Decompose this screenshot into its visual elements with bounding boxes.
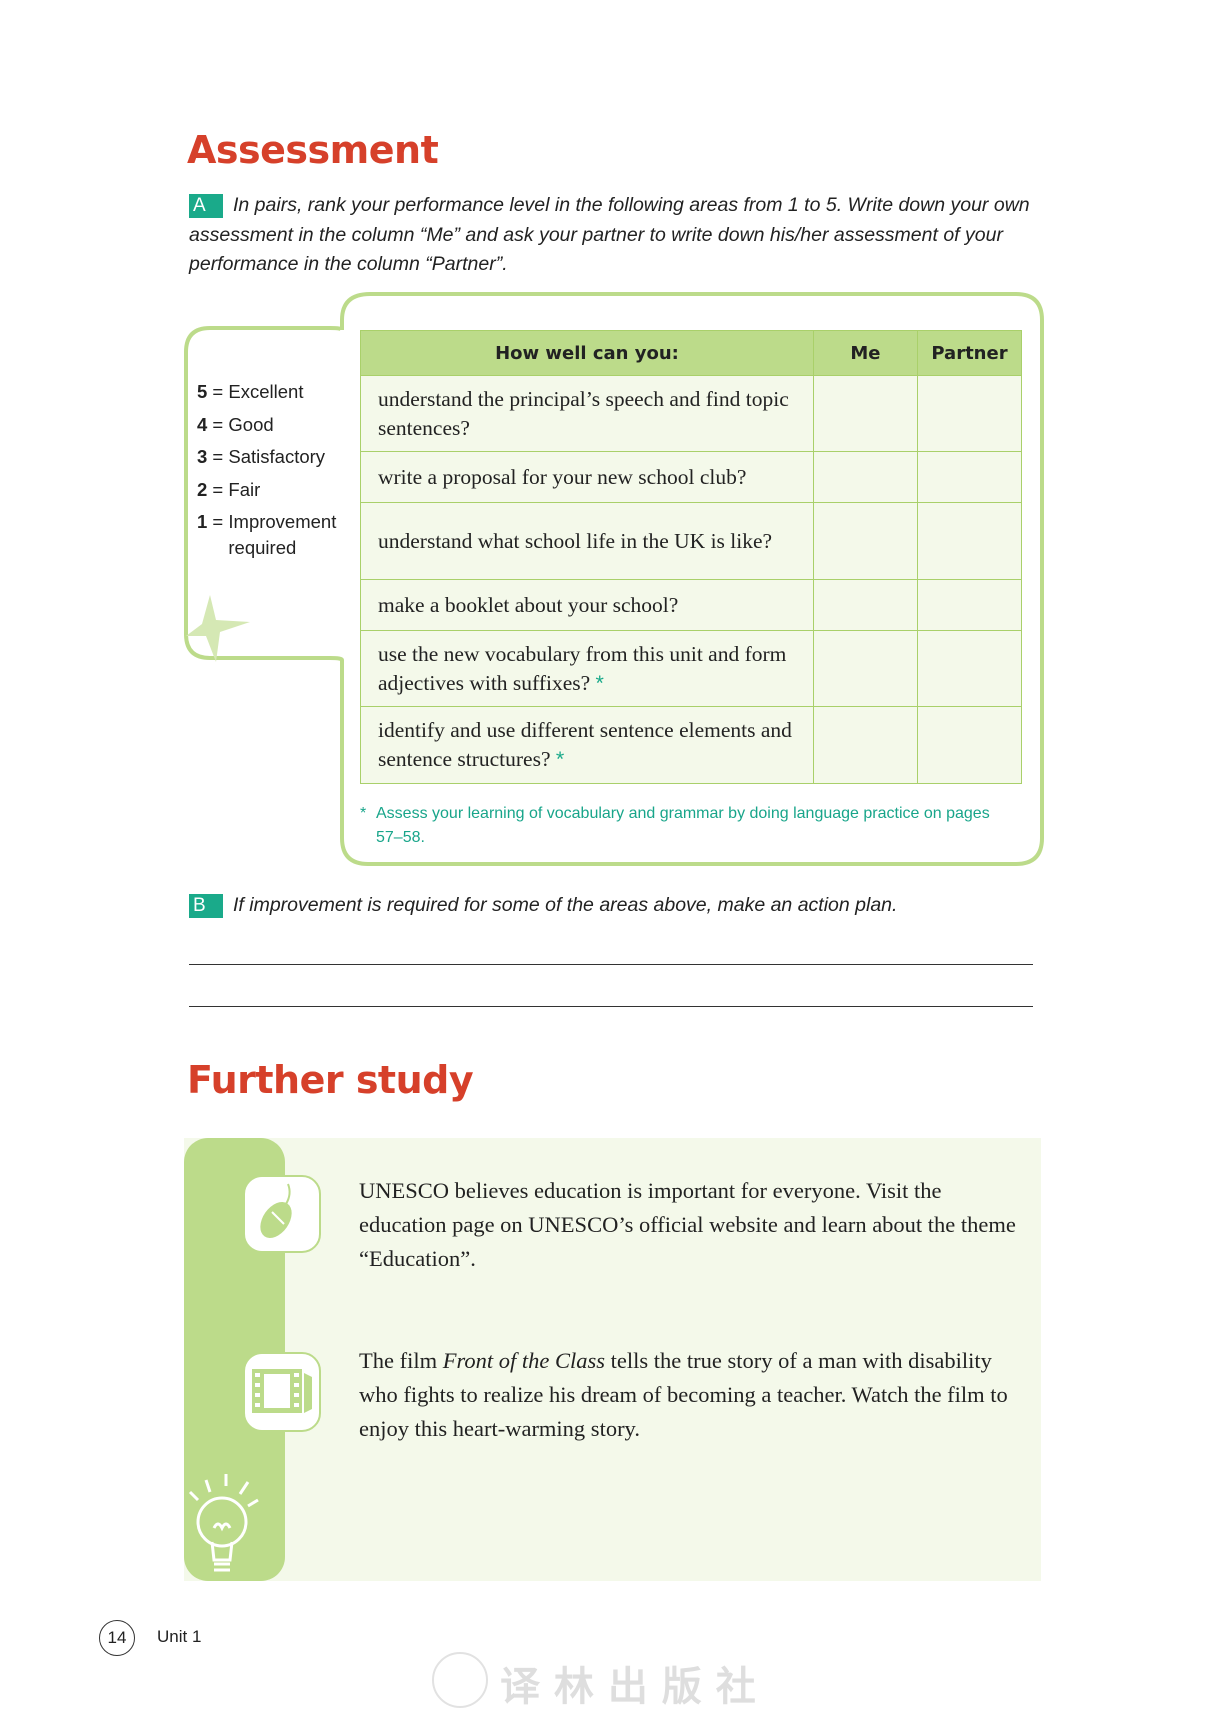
film-icon [243, 1352, 321, 1432]
lightbulb-icon [188, 1474, 259, 1572]
part-a-badge: A [189, 194, 223, 218]
header-me: Me [812, 330, 918, 376]
partner-cell[interactable] [916, 579, 1023, 631]
film-text: The film Front of the Class tells the tr… [359, 1348, 1008, 1441]
legend-item: 5 = Excellent [197, 381, 304, 402]
table-row: identify and use different sentence elem… [360, 706, 1023, 784]
further-study-panel [184, 1138, 1041, 1581]
partner-cell[interactable] [916, 375, 1023, 452]
partner-cell[interactable] [916, 502, 1023, 580]
publisher-logo [432, 1652, 488, 1708]
table-header: How well can you: Me Partner [360, 330, 1023, 376]
page-number: 14 [99, 1620, 135, 1656]
part-a-instruction: In pairs, rank your performance level in… [189, 194, 1030, 275]
table-row: use the new vocabulary from this unit an… [360, 630, 1023, 707]
header-partner: Partner [916, 330, 1023, 376]
me-cell[interactable] [812, 706, 918, 784]
legend-item: 2 = Fair [197, 478, 261, 500]
legend-item: 4 = Good [197, 413, 274, 435]
me-cell[interactable] [812, 375, 918, 452]
assessment-title: Assessment [187, 128, 439, 172]
action-plan-line[interactable] [189, 964, 1033, 965]
table-row: make a booklet about your school? [360, 579, 1023, 631]
partner-cell[interactable] [916, 451, 1023, 503]
header-how-well: How well can you: [360, 330, 814, 376]
mouse-icon [243, 1175, 321, 1253]
table-row: write a proposal for your new school clu… [360, 451, 1023, 503]
me-cell[interactable] [812, 451, 918, 503]
unesco-text: UNESCO believes education is important f… [359, 1178, 1016, 1271]
partner-cell[interactable] [916, 706, 1023, 784]
table-row: understand the principal’s speech and fi… [360, 375, 1023, 452]
rating-legend: 5 = Excellent 4 = Good 3 = Satisfactory … [197, 376, 353, 561]
me-cell[interactable] [812, 630, 918, 707]
star-icon [186, 595, 250, 662]
partner-cell[interactable] [916, 630, 1023, 707]
part-b-badge: B [189, 894, 223, 918]
me-cell[interactable] [812, 579, 918, 631]
legend-item: 1 = Improvement required [197, 511, 337, 558]
action-plan-line[interactable] [189, 1006, 1033, 1007]
footnote: * Assess your learning of vocabulary and … [360, 805, 990, 846]
table-row: understand what school life in the UK is… [360, 502, 1023, 580]
me-cell[interactable] [812, 502, 918, 580]
watermark: 译 林 出 版 社 [500, 1663, 756, 1710]
assessment-table: How well can you: Me Partner understand … [360, 330, 1023, 784]
unit-label: Unit 1 [157, 1627, 202, 1646]
further-study-title: Further study [187, 1058, 474, 1102]
legend-item: 3 = Satisfactory [197, 446, 326, 467]
part-b-instruction: If improvement is required for some of t… [233, 894, 898, 916]
